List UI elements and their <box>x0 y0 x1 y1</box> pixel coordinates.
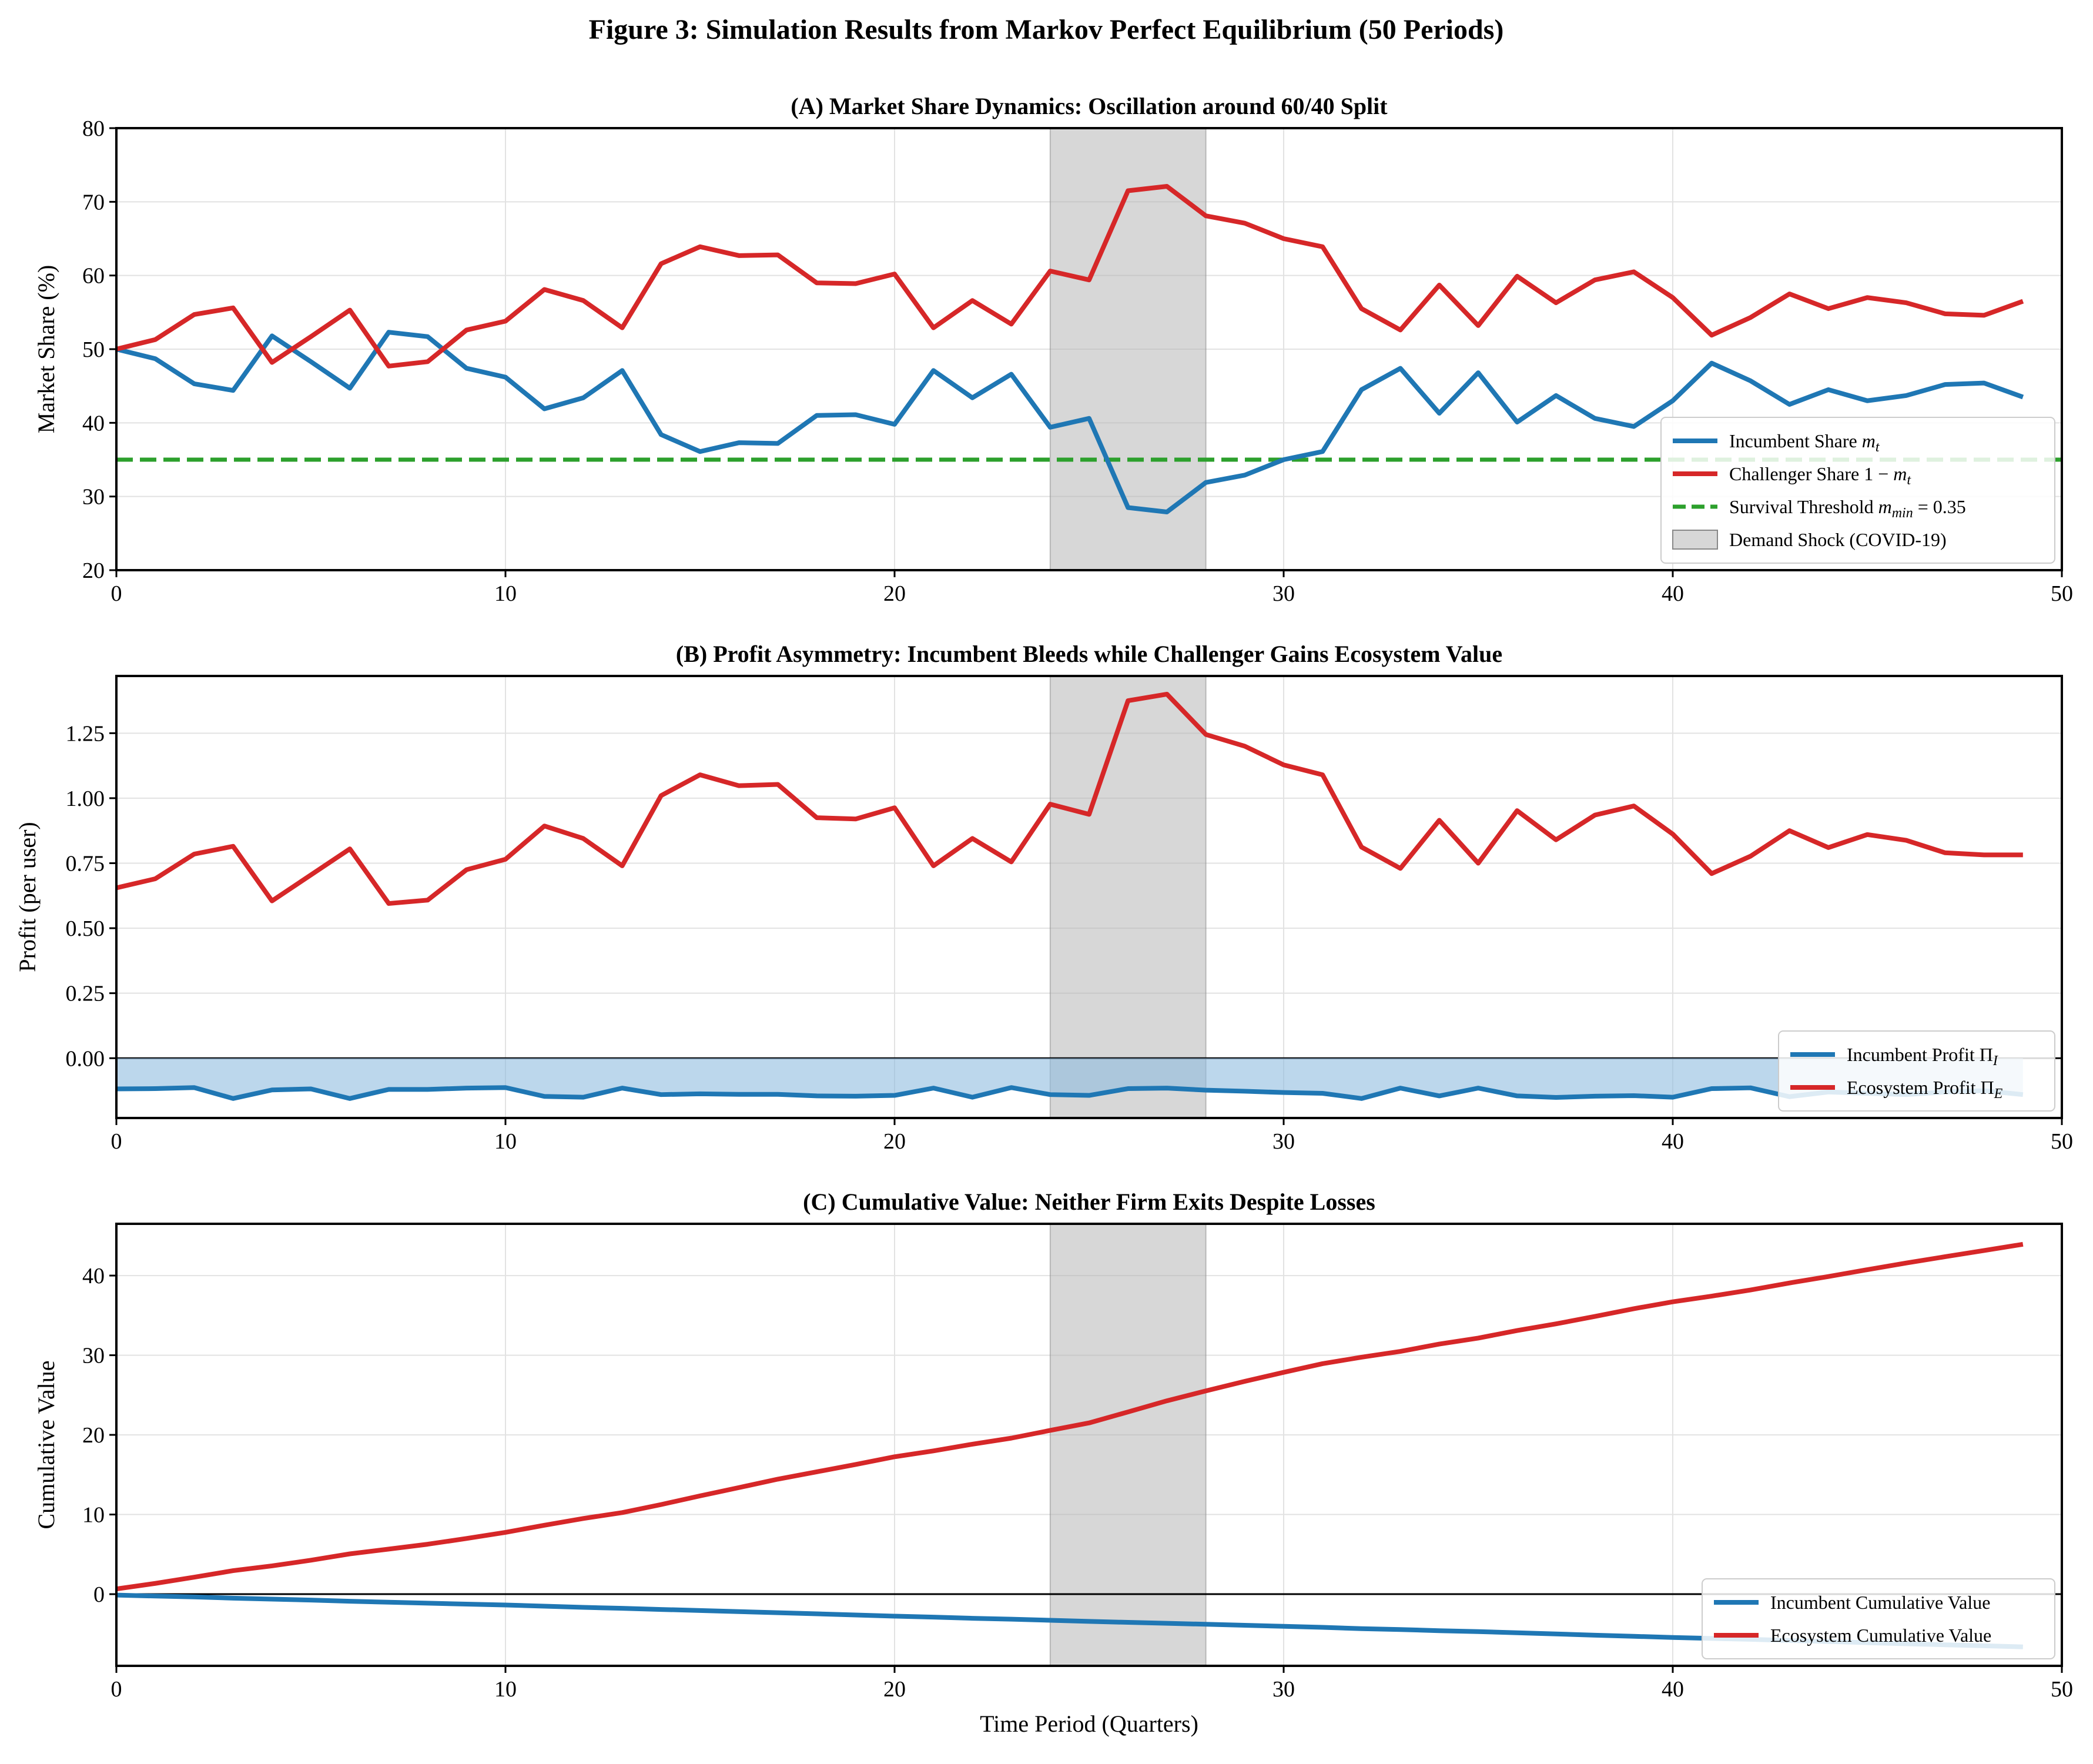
legend: Incumbent Cumulative Value Ecosystem Cumu… <box>1702 1578 2055 1659</box>
shock-legend-swatch <box>1672 530 1718 550</box>
axes-frame <box>115 675 2063 1119</box>
x-tick-label: 40 <box>1662 1129 1684 1154</box>
legend-box <box>1660 417 2055 564</box>
x-tick-label: 0 <box>111 581 122 606</box>
legend-label: Ecosystem Cumulative Value <box>1770 1625 1991 1646</box>
y-tick-label: 0.25 <box>66 982 105 1006</box>
legend: Incumbent Share mt​ Challenger Share 1 − … <box>1660 417 2055 564</box>
demand-shock-band <box>1049 675 1207 1119</box>
legend-label: Incumbent Cumulative Value <box>1770 1592 1990 1613</box>
y-axis-label: Cumulative Value <box>33 1361 59 1529</box>
y-tick-label: 0.50 <box>66 916 105 941</box>
x-tick-label: 10 <box>494 1129 517 1154</box>
panel-title: (C) Cumulative Value: Neither Firm Exits… <box>803 1189 1375 1215</box>
legend-label: Incumbent Share mt​ <box>1729 430 1880 455</box>
legend-label: Incumbent Profit ΠI​ <box>1847 1044 1998 1069</box>
y-tick-label: 40 <box>82 1264 105 1288</box>
panel-c-cumulative-value: (C) Cumulative Value: Neither Firm Exits… <box>33 1189 2073 1737</box>
x-tick-label: 30 <box>1272 1677 1295 1702</box>
y-tick-label: 1.25 <box>66 721 105 746</box>
challenger-series-line <box>116 691 2023 906</box>
incumbent-series-line <box>116 1085 2024 1101</box>
y-tick-label: 30 <box>82 1344 105 1368</box>
x-tick-label: 0 <box>111 1677 122 1702</box>
panel-b-profit-asymmetry: (B) Profit Asymmetry: Incumbent Bleeds w… <box>14 641 2073 1154</box>
y-tick-label: 20 <box>82 1423 105 1448</box>
y-axis: 0 10 20 30 40 <box>82 1264 116 1607</box>
x-tick-label: 30 <box>1272 1129 1295 1154</box>
y-tick-label: 60 <box>82 264 105 289</box>
panel-title: (B) Profit Asymmetry: Incumbent Bleeds w… <box>676 641 1502 667</box>
x-axis: 0 10 20 30 40 50 <box>111 570 2073 606</box>
panel-title: (A) Market Share Dynamics: Oscillation a… <box>791 93 1388 119</box>
challenger-series-line <box>116 1241 2024 1592</box>
x-tick-label: 40 <box>1662 1677 1684 1702</box>
axes-frame <box>115 1223 2063 1667</box>
y-tick-label: 10 <box>82 1503 105 1528</box>
y-tick-label: 50 <box>82 337 105 362</box>
x-axis: 0 10 20 30 40 50 <box>111 1118 2073 1154</box>
x-tick-label: 20 <box>883 1129 906 1154</box>
legend-label: Challenger Share 1 − mt​ <box>1729 463 1911 488</box>
x-axis: 0 10 20 30 40 50 <box>111 1666 2073 1702</box>
x-tick-label: 10 <box>494 1677 517 1702</box>
y-tick-label: 40 <box>82 411 105 436</box>
y-tick-label: 70 <box>82 190 105 215</box>
x-tick-label: 30 <box>1272 581 1295 606</box>
y-axis-label: Profit (per user) <box>14 822 41 972</box>
x-tick-label: 0 <box>111 1129 122 1154</box>
challenger-series-line <box>116 184 2024 369</box>
legend-label: Demand Shock (COVID-19) <box>1729 529 1947 550</box>
x-tick-label: 50 <box>2051 1677 2073 1702</box>
y-tick-label: 0.00 <box>66 1046 105 1071</box>
legend-label: Survival Threshold mmin​ = 0.35 <box>1729 496 1966 521</box>
plot-area <box>116 691 2062 1101</box>
y-tick-label: 30 <box>82 485 105 510</box>
legend-label: Ecosystem Profit ΠE​ <box>1847 1077 2003 1102</box>
x-axis-label: Time Period (Quarters) <box>980 1711 1198 1737</box>
legend-box <box>1778 1030 2055 1112</box>
y-axis-label: Market Share (%) <box>33 265 59 434</box>
y-tick-label: 0 <box>93 1582 105 1607</box>
incumbent-loss-fill <box>116 1058 2023 1099</box>
demand-shock-band <box>1049 128 1207 571</box>
legend: Incumbent Profit ΠI​ Ecosystem Profit ΠE​ <box>1778 1030 2055 1112</box>
x-tick-label: 50 <box>2051 1129 2073 1154</box>
y-axis: 20 30 40 50 60 70 80 <box>82 116 116 583</box>
demand-shock-band <box>1049 1223 1207 1666</box>
plot-area <box>116 184 2062 514</box>
x-tick-label: 20 <box>883 1677 906 1702</box>
legend-box <box>1702 1578 2055 1659</box>
figure-title: Figure 3: Simulation Results from Markov… <box>589 14 1504 45</box>
panel-a-market-share: (A) Market Share Dynamics: Oscillation a… <box>33 93 2073 606</box>
y-axis: 0.00 0.25 0.50 0.75 1.00 1.25 <box>66 721 116 1071</box>
x-tick-label: 20 <box>883 581 906 606</box>
y-tick-label: 80 <box>82 116 105 141</box>
y-tick-label: 0.75 <box>66 851 105 876</box>
x-tick-label: 40 <box>1662 581 1684 606</box>
x-tick-label: 50 <box>2051 581 2073 606</box>
x-tick-label: 10 <box>494 581 517 606</box>
y-tick-label: 20 <box>82 558 105 583</box>
y-tick-label: 1.00 <box>66 786 105 811</box>
incumbent-series-line <box>116 330 2024 514</box>
